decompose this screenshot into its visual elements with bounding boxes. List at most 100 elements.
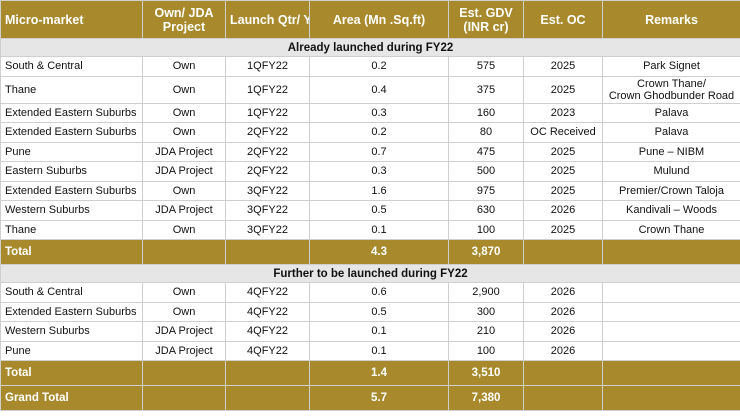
- cell-remarks: Palava: [602, 122, 740, 143]
- cell-gdv: 160: [448, 102, 524, 123]
- cell-remarks: Premier/Crown Taloja: [602, 180, 740, 201]
- cell-launch-qtr: 4QFY22: [225, 340, 310, 361]
- cell-micro-market: Western Suburbs: [0, 200, 143, 221]
- cell-gdv: 475: [448, 141, 524, 162]
- cell-area: 0.1: [309, 219, 449, 240]
- cell-own-jda: Own: [142, 301, 226, 322]
- cell-remarks: Pune – NIBM: [602, 141, 740, 162]
- cell-launch-qtr: 1QFY22: [225, 56, 310, 77]
- cell-own-jda: Own: [142, 180, 226, 201]
- cell-micro-market: South & Central: [0, 56, 143, 77]
- grand-total-gdv: 7,380: [448, 385, 524, 411]
- cell-own-jda: JDA Project: [142, 141, 226, 162]
- cell-own-jda: Own: [142, 282, 226, 303]
- cell-own-jda: Own: [142, 102, 226, 123]
- cell-launch-qtr: 1QFY22: [225, 102, 310, 123]
- total-row: Total 1.4 3,510: [0, 360, 740, 386]
- header-row: Micro-market Own/ JDA Project Launch Qtr/…: [0, 0, 740, 39]
- total-area: 4.3: [309, 239, 449, 265]
- cell-gdv: 80: [448, 122, 524, 143]
- table-row: Extended Eastern Suburbs Own 2QFY22 0.2 80 OC…: [0, 122, 740, 143]
- cell-oc: OC Received: [523, 122, 603, 143]
- cell-launch-qtr: 3QFY22: [225, 219, 310, 240]
- total-empty-cell: [142, 360, 226, 386]
- cell-gdv: 630: [448, 200, 524, 221]
- cell-launch-qtr: 3QFY22: [225, 200, 310, 221]
- table-row: Extended Eastern Suburbs Own 1QFY22 0.3 160 2…: [0, 102, 740, 123]
- cell-micro-market: Extended Eastern Suburbs: [0, 180, 143, 201]
- cell-area: 0.5: [309, 200, 449, 221]
- cell-micro-market: Extended Eastern Suburbs: [0, 122, 143, 143]
- col-header-gdv: Est. GDV (INR cr): [448, 0, 524, 39]
- cell-oc: 2023: [523, 102, 603, 123]
- col-header-own-jda: Own/ JDA Project: [142, 0, 226, 39]
- cell-area: 0.3: [309, 102, 449, 123]
- grand-total-empty-cell: [602, 385, 740, 411]
- cell-launch-qtr: 4QFY22: [225, 282, 310, 303]
- cell-oc: 2026: [523, 200, 603, 221]
- grand-total-area: 5.7: [309, 385, 449, 411]
- cell-oc: 2026: [523, 321, 603, 342]
- section-header-row: Already launched during FY22: [0, 38, 740, 57]
- cell-micro-market: Extended Eastern Suburbs: [0, 301, 143, 322]
- total-empty-cell: [225, 239, 310, 265]
- total-gdv: 3,510: [448, 360, 524, 386]
- cell-micro-market: Pune: [0, 340, 143, 361]
- cell-launch-qtr: 3QFY22: [225, 180, 310, 201]
- cell-oc: 2025: [523, 56, 603, 77]
- cell-remarks: [602, 321, 740, 342]
- cell-remarks: [602, 340, 740, 361]
- cell-oc: 2025: [523, 219, 603, 240]
- cell-area: 0.1: [309, 340, 449, 361]
- cell-area: 0.2: [309, 122, 449, 143]
- total-label: Total: [0, 239, 143, 265]
- cell-own-jda: Own: [142, 219, 226, 240]
- cell-oc: 2026: [523, 340, 603, 361]
- total-label: Total: [0, 360, 143, 386]
- cell-micro-market: Western Suburbs: [0, 321, 143, 342]
- table-row: Pune JDA Project 2QFY22 0.7 475 2025 Pune – NI…: [0, 141, 740, 162]
- total-empty-cell: [523, 239, 603, 265]
- cell-area: 1.6: [309, 180, 449, 201]
- total-empty-cell: [602, 239, 740, 265]
- cell-oc: 2025: [523, 180, 603, 201]
- cell-micro-market: Extended Eastern Suburbs: [0, 102, 143, 123]
- table-row: Pune JDA Project 4QFY22 0.1 100 2026: [0, 340, 740, 361]
- cell-launch-qtr: 2QFY22: [225, 141, 310, 162]
- cell-area: 0.2: [309, 56, 449, 77]
- table-row: Western Suburbs JDA Project 3QFY22 0.5 630 20…: [0, 200, 740, 221]
- cell-micro-market: Pune: [0, 141, 143, 162]
- cell-oc: 2025: [523, 75, 603, 104]
- cell-micro-market: South & Central: [0, 282, 143, 303]
- cell-micro-market: Eastern Suburbs: [0, 161, 143, 182]
- cell-gdv: 375: [448, 75, 524, 104]
- table-row: Eastern Suburbs JDA Project 2QFY22 0.3 500 20…: [0, 161, 740, 182]
- cell-remarks: Mulund: [602, 161, 740, 182]
- col-header-oc: Est. OC: [523, 0, 603, 39]
- cell-remarks: Crown Thane: [602, 219, 740, 240]
- cell-remarks: Kandivali – Woods: [602, 200, 740, 221]
- cell-gdv: 575: [448, 56, 524, 77]
- cell-micro-market: Thane: [0, 219, 143, 240]
- cell-remarks: [602, 282, 740, 303]
- section-title: Already launched during FY22: [0, 38, 740, 57]
- total-empty-cell: [225, 360, 310, 386]
- cell-gdv: 300: [448, 301, 524, 322]
- table-row: South & Central Own 1QFY22 0.2 575 2025 Park S…: [0, 56, 740, 77]
- cell-launch-qtr: 1QFY22: [225, 75, 310, 104]
- cell-area: 0.6: [309, 282, 449, 303]
- table-row: Thane Own 1QFY22 0.4 375 2025 Crown Thane/Crow…: [0, 75, 740, 104]
- cell-own-jda: JDA Project: [142, 321, 226, 342]
- cell-own-jda: Own: [142, 122, 226, 143]
- table-row: Extended Eastern Suburbs Own 4QFY22 0.5 300 2…: [0, 301, 740, 322]
- cell-gdv: 210: [448, 321, 524, 342]
- total-area: 1.4: [309, 360, 449, 386]
- cell-launch-qtr: 2QFY22: [225, 122, 310, 143]
- total-empty-cell: [523, 360, 603, 386]
- cell-remarks: Palava: [602, 102, 740, 123]
- cell-launch-qtr: 4QFY22: [225, 321, 310, 342]
- total-gdv: 3,870: [448, 239, 524, 265]
- grand-total-empty-cell: [225, 385, 310, 411]
- col-header-area: Area (Mn .Sq.ft): [309, 0, 449, 39]
- cell-gdv: 2,900: [448, 282, 524, 303]
